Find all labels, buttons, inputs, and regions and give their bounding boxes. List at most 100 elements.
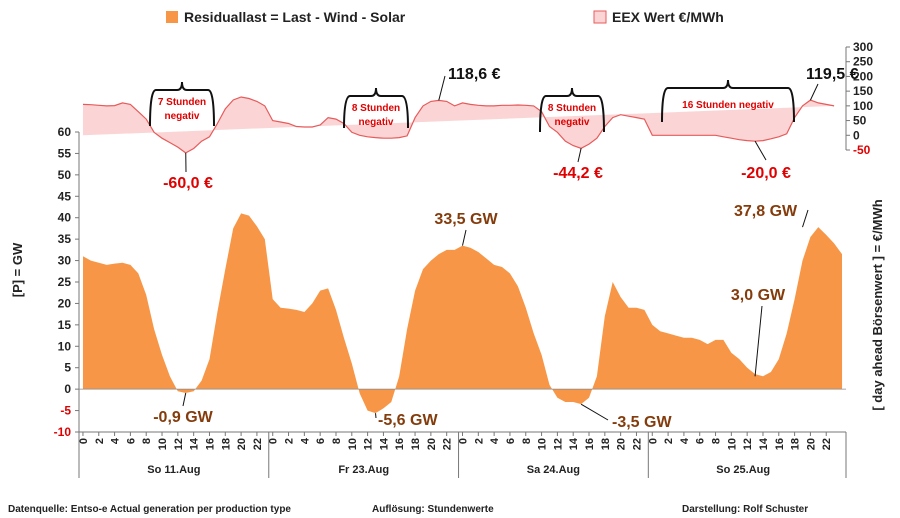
left-tick-label: 10 xyxy=(58,339,72,353)
brace-3-bracket xyxy=(539,87,605,133)
brace-1-bracket xyxy=(149,81,215,127)
right-tick-label: 300 xyxy=(853,40,873,54)
x-tick-label: 6 xyxy=(505,438,517,444)
x-tick-label: 8 xyxy=(521,438,533,444)
x-tick-label: 20 xyxy=(616,438,628,450)
left-tick-label: 25 xyxy=(58,275,72,289)
left-tick-label: 15 xyxy=(58,318,72,332)
x-tick-label: 18 xyxy=(600,438,612,450)
x-tick-label: 12 xyxy=(552,438,564,450)
annotation-price-min-1: -60,0 € xyxy=(163,175,213,192)
left-tick-label: -5 xyxy=(60,404,71,418)
price-plot xyxy=(82,96,835,154)
left-tick-label: 5 xyxy=(64,361,71,375)
x-tick-label: 10 xyxy=(726,438,738,450)
x-tick-label: 12 xyxy=(363,438,375,450)
annotation-price-max-2: 119,5 € xyxy=(806,66,859,83)
left-tick-label: 60 xyxy=(58,125,72,139)
left-tick-label: 20 xyxy=(58,296,72,310)
brace-3-label-2: negativ xyxy=(554,117,589,128)
leader-line xyxy=(754,305,763,377)
x-tick-label: 16 xyxy=(205,438,217,450)
leader-line xyxy=(182,392,187,407)
left-tick-label: 35 xyxy=(58,232,72,246)
residual-plot xyxy=(82,213,843,414)
footer-author: Darstellung: Rolf Schuster xyxy=(682,504,808,515)
price-area xyxy=(82,97,835,153)
annotation-gw-min-2: -5,6 GW xyxy=(378,412,438,429)
x-tick-label: 18 xyxy=(790,438,802,450)
x-tick-label: 16 xyxy=(774,438,786,450)
annotation-gw-max-1: 33,5 GW xyxy=(434,211,498,228)
axes: -10-5051015202530354045505560-5005010015… xyxy=(54,40,873,478)
x-tick-label: 22 xyxy=(252,438,264,450)
right-tick-label: 0 xyxy=(853,128,860,142)
annotation-gw-point: 3,0 GW xyxy=(731,287,786,304)
annotation-price-min-2: -44,2 € xyxy=(553,165,603,182)
x-tick-label: 14 xyxy=(189,437,201,450)
x-tick-label: 6 xyxy=(125,438,137,444)
x-tick-label: 22 xyxy=(632,438,644,450)
day-label: Fr 23.Aug xyxy=(338,464,389,476)
x-tick-label: 0 xyxy=(268,438,280,444)
legend-swatch-residual xyxy=(166,11,178,23)
annotation-gw-min-3: -3,5 GW xyxy=(612,414,672,431)
leader-line xyxy=(802,209,809,228)
x-tick-label: 12 xyxy=(742,438,754,450)
left-tick-label: 50 xyxy=(58,168,72,182)
x-tick-label: 16 xyxy=(394,438,406,450)
brace-1-label-2: negativ xyxy=(164,111,199,122)
day-label: So 25.Aug xyxy=(716,464,770,476)
x-tick-label: 8 xyxy=(711,438,723,444)
legend-label-residual: Residuallast = Last - Wind - Solar xyxy=(184,9,406,25)
brace-2-label-1: 8 Stunden xyxy=(352,103,400,114)
brace-3-label-1: 8 Stunden xyxy=(548,103,596,114)
x-tick-label: 10 xyxy=(157,438,169,450)
x-tick-label: 4 xyxy=(110,437,122,444)
x-tick-label: 10 xyxy=(347,438,359,450)
x-tick-label: 6 xyxy=(695,438,707,444)
annotation-price-min-3: -20,0 € xyxy=(741,165,791,182)
x-tick-label: 12 xyxy=(173,438,185,450)
legend-label-price: EEX Wert €/MWh xyxy=(612,9,724,25)
x-tick-label: 20 xyxy=(236,438,248,450)
brace-2-bracket xyxy=(343,87,409,129)
right-tick-label: 200 xyxy=(853,69,873,83)
left-tick-label: 30 xyxy=(58,254,72,268)
right-tick-label: -50 xyxy=(853,143,871,157)
right-tick-label: 100 xyxy=(853,99,873,113)
x-tick-label: 14 xyxy=(378,437,390,450)
right-tick-label: 150 xyxy=(853,84,873,98)
day-label: Sa 24.Aug xyxy=(527,464,580,476)
x-tick-label: 18 xyxy=(410,438,422,450)
left-tick-label: 40 xyxy=(58,211,72,225)
x-tick-label: 0 xyxy=(458,438,470,444)
x-tick-label: 20 xyxy=(426,438,438,450)
x-tick-label: 0 xyxy=(647,438,659,444)
leader-line xyxy=(809,83,819,101)
brace-4-bracket xyxy=(661,79,795,123)
annotations: -60,0 € -44,2 € -20,0 € 118,6 € 119,5 € -0,9 … xyxy=(149,66,859,431)
x-tick-label: 2 xyxy=(284,438,296,444)
annotation-gw-min-1: -0,9 GW xyxy=(153,409,213,426)
price-line xyxy=(82,96,835,154)
right-axis-label: [ day ahead Börsenwert ] = €/MWh xyxy=(870,199,885,410)
leader-line xyxy=(754,140,767,161)
left-tick-label: 45 xyxy=(58,189,72,203)
leader-line xyxy=(577,148,582,163)
left-tick-label: 0 xyxy=(64,382,71,396)
right-tick-label: 50 xyxy=(853,114,867,128)
x-tick-label: 4 xyxy=(679,437,691,444)
brace-2-label-2: negativ xyxy=(358,117,393,128)
x-tick-label: 0 xyxy=(78,438,90,444)
x-tick-label: 2 xyxy=(663,438,675,444)
x-tick-label: 8 xyxy=(331,438,343,444)
legend: Residuallast = Last - Wind - Solar EEX W… xyxy=(166,9,724,25)
right-tick-label: 250 xyxy=(853,55,873,69)
x-tick-label: 4 xyxy=(489,437,501,444)
leader-line xyxy=(438,75,446,101)
brace-4-label-1: 16 Stunden negativ xyxy=(682,100,774,111)
x-tick-label: 4 xyxy=(299,437,311,444)
annotation-gw-max-2: 37,8 GW xyxy=(734,203,798,220)
